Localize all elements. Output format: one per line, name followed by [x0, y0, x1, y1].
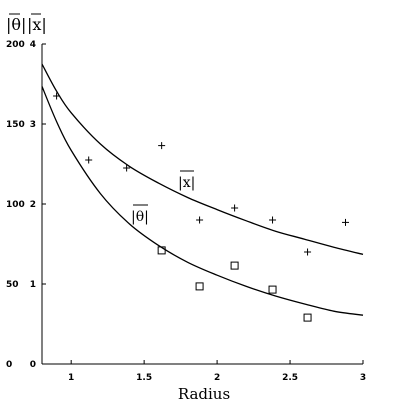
inner-axis-title: |x|: [27, 13, 47, 34]
inner-axis-tick-label: 1: [30, 280, 36, 290]
theta-fit-curve: [41, 86, 364, 316]
inner-axis-tick-label: 4: [30, 40, 36, 50]
x-ticks: 1 1.5 2 2.5 3: [68, 360, 366, 383]
x-curve-label: |x|: [178, 170, 195, 191]
x-curve-label-text: |x|: [178, 175, 195, 191]
plus-marker: [269, 216, 277, 224]
theta-curve-label: |θ|: [131, 204, 149, 225]
square-marker: [157, 246, 166, 255]
left-axis-tick-label: 50: [6, 280, 19, 290]
square-marker: [303, 313, 312, 322]
plus-marker: [158, 142, 166, 150]
plus-marker: [123, 164, 131, 172]
plus-marker: [53, 92, 61, 100]
inner-axis-tick-label: 3: [30, 120, 36, 130]
left-axis-tick-label: 200: [6, 40, 25, 50]
data-points: [53, 92, 349, 322]
square-marker: [195, 282, 204, 291]
plus-marker: [196, 216, 204, 224]
plus-marker: [85, 156, 93, 164]
x-tick-label: 1.5: [136, 373, 152, 383]
x-tick-label: 3: [360, 373, 366, 383]
x-fit-curve: [41, 63, 364, 256]
x-tick-label: 2: [214, 373, 220, 383]
left-axis-title: |θ|: [6, 13, 26, 34]
x-axis-title: Radius: [178, 385, 230, 403]
left-axis-tick-label: 150: [6, 120, 25, 130]
plus-marker: [341, 218, 349, 226]
left-axis-title-text: |θ|: [6, 15, 26, 34]
inner-axis-tick-label: 0: [30, 360, 36, 370]
left-axis-tick-label: 0: [6, 360, 12, 370]
theta-curve-label-text: |θ|: [131, 209, 149, 225]
fit-curves: [41, 63, 364, 316]
inner-axis-tick-label: 2: [30, 200, 36, 210]
plus-marker: [304, 248, 312, 256]
left-axis-tick-label: 100: [6, 200, 25, 210]
inner-axis-title-text: |x|: [27, 15, 47, 34]
plus-marker: [231, 204, 239, 212]
x-tick-label: 2.5: [282, 373, 298, 383]
y-ticks: 0 0 50 1 100 2 150 3 200 4: [6, 40, 46, 370]
x-tick-label: 1: [68, 373, 74, 383]
square-marker: [230, 261, 239, 270]
square-marker: [268, 285, 277, 294]
